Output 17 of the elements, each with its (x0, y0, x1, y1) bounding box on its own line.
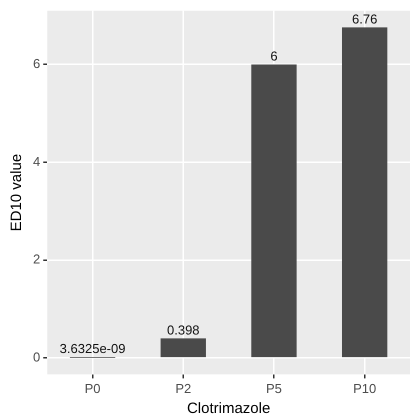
y-tick-label: 0 (32, 349, 40, 364)
data-label: 6 (270, 48, 278, 64)
data-label: 6.76 (352, 11, 378, 26)
x-tick-label: P5 (266, 380, 282, 396)
data-label: 0.398 (166, 322, 200, 338)
y-axis-title: ED10 value (8, 154, 26, 232)
x-tick-label: P0 (84, 380, 101, 396)
bar (342, 27, 388, 358)
y-tick-label: 2 (32, 252, 40, 267)
x-tick-label: P10 (353, 380, 376, 396)
bar (160, 338, 206, 358)
x-tick-label: P2 (175, 380, 192, 396)
y-tick-label: 6 (32, 56, 40, 72)
y-tick-label: 4 (32, 154, 40, 169)
bar (251, 64, 297, 358)
x-axis-title: Clotrimazole (186, 400, 270, 418)
data-label: 3.6325e-09 (60, 341, 126, 356)
